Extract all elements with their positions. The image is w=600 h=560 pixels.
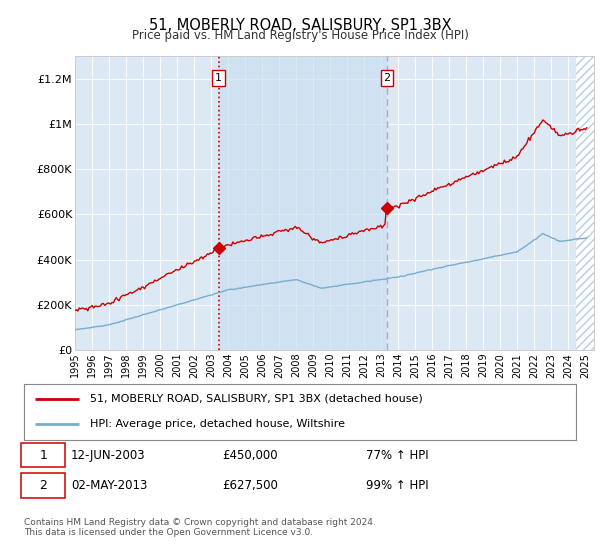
Text: 2: 2 (40, 479, 47, 492)
Text: 99% ↑ HPI: 99% ↑ HPI (366, 479, 429, 492)
Text: £627,500: £627,500 (223, 479, 278, 492)
Text: HPI: Average price, detached house, Wiltshire: HPI: Average price, detached house, Wilt… (90, 419, 345, 430)
Text: 51, MOBERLY ROAD, SALISBURY, SP1 3BX (detached house): 51, MOBERLY ROAD, SALISBURY, SP1 3BX (de… (90, 394, 423, 404)
Text: 77% ↑ HPI: 77% ↑ HPI (366, 449, 429, 462)
Text: 12-JUN-2003: 12-JUN-2003 (71, 449, 146, 462)
Text: Price paid vs. HM Land Registry's House Price Index (HPI): Price paid vs. HM Land Registry's House … (131, 29, 469, 42)
Text: £450,000: £450,000 (223, 449, 278, 462)
Bar (218, 56, 387, 350)
Bar (575, 56, 594, 350)
Text: 1: 1 (40, 449, 47, 462)
Text: 1: 1 (215, 73, 222, 83)
Text: 02-MAY-2013: 02-MAY-2013 (71, 479, 147, 492)
Text: 51, MOBERLY ROAD, SALISBURY, SP1 3BX: 51, MOBERLY ROAD, SALISBURY, SP1 3BX (149, 18, 451, 33)
FancyBboxPatch shape (21, 473, 65, 498)
FancyBboxPatch shape (21, 443, 65, 468)
Text: Contains HM Land Registry data © Crown copyright and database right 2024.
This d: Contains HM Land Registry data © Crown c… (24, 518, 376, 538)
Text: 2: 2 (383, 73, 391, 83)
